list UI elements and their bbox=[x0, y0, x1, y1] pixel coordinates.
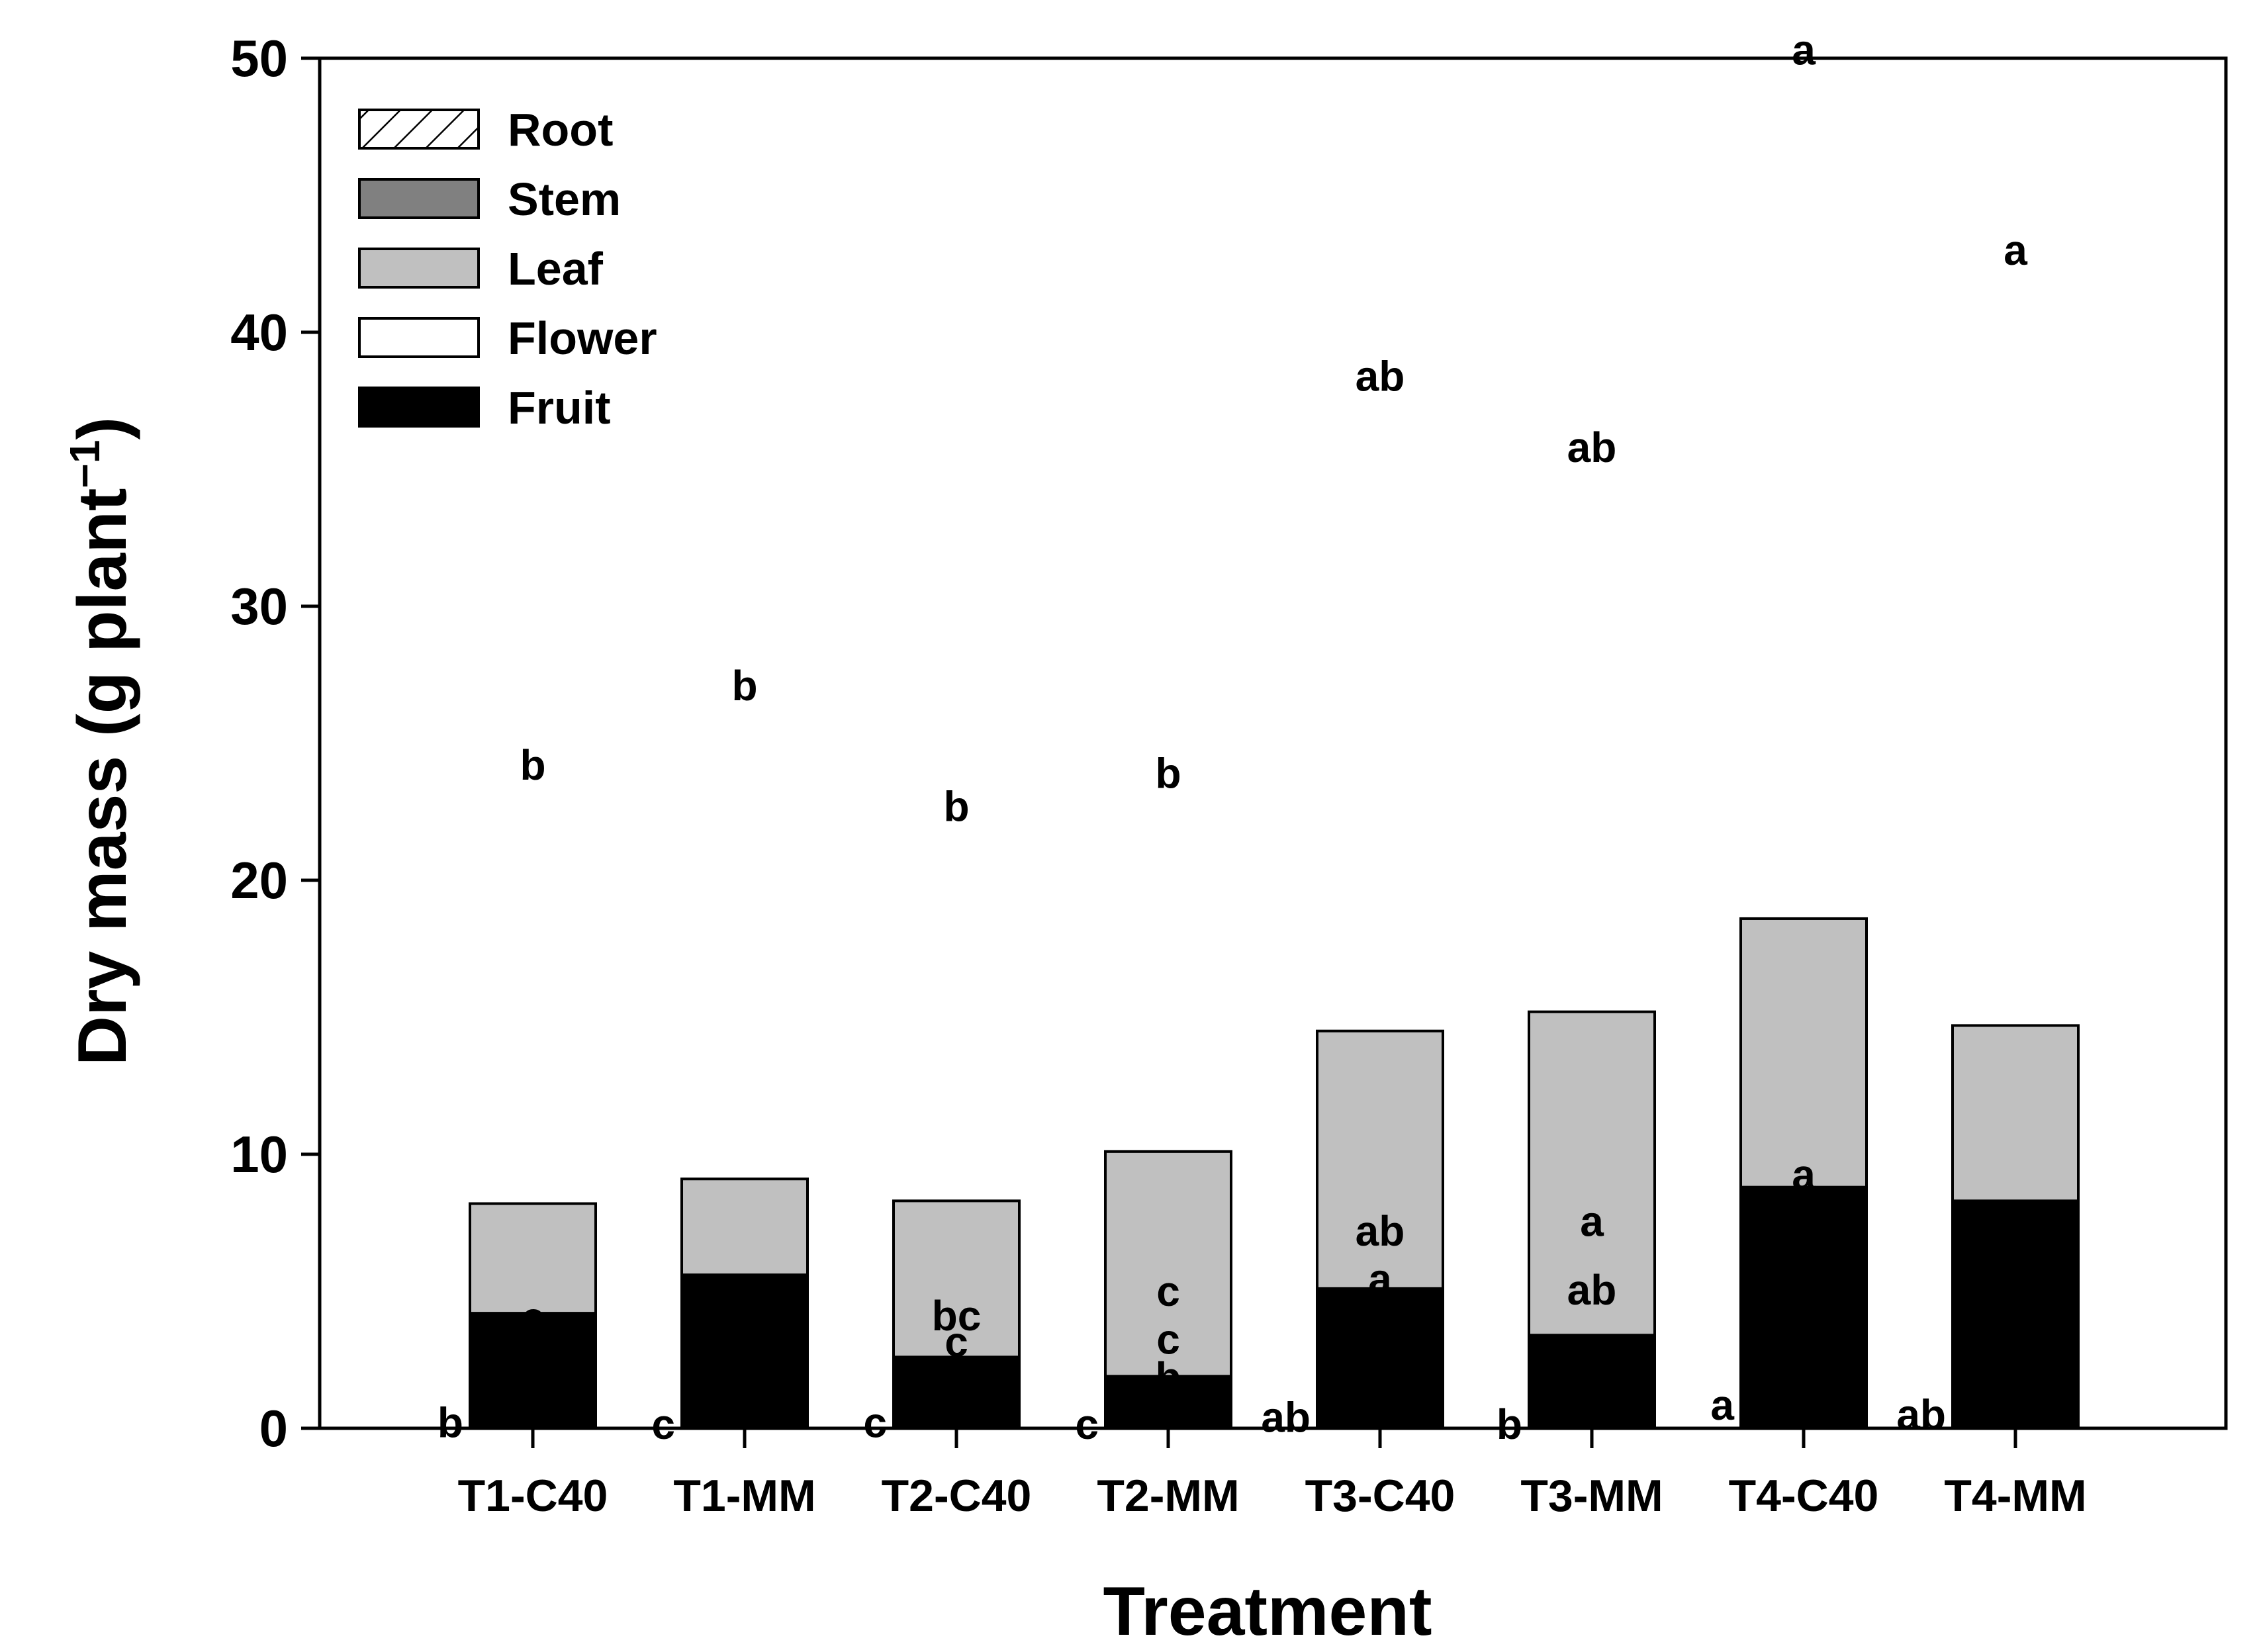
bar-segment-fruit bbox=[1316, 1287, 1444, 1430]
x-tick-label: T1-MM bbox=[673, 1471, 815, 1521]
significance-letter-flower: c bbox=[1075, 1400, 1099, 1448]
x-axis-title: Treatment bbox=[1103, 1573, 1432, 1650]
significance-letter-stem: a bbox=[1792, 1222, 1816, 1270]
significance-letter-fruit: ab bbox=[508, 1348, 558, 1396]
bar-segment-fruit bbox=[469, 1312, 597, 1430]
significance-letter-fruit: a bbox=[2004, 1292, 2027, 1340]
x-tick-label: T2-C40 bbox=[882, 1471, 1032, 1521]
legend-swatch-flower bbox=[358, 317, 480, 358]
significance-letter-fruit: c bbox=[1580, 1359, 1604, 1407]
significance-letter-leaf: ab bbox=[1356, 1207, 1405, 1255]
legend-swatch-leaf bbox=[358, 248, 480, 289]
y-axis-title: Dry mass (g plant−1) bbox=[61, 417, 141, 1066]
x-tick-label: T3-MM bbox=[1520, 1471, 1663, 1521]
significance-letter-flower: ab bbox=[1896, 1391, 1946, 1438]
significance-letter-fruit: ab bbox=[1356, 1336, 1405, 1383]
significance-letter-leaf: c bbox=[521, 1293, 545, 1341]
legend-label-leaf: Leaf bbox=[508, 243, 604, 295]
significance-letter-stem: a bbox=[2004, 1238, 2027, 1286]
significance-letter-total: ab bbox=[1567, 424, 1617, 471]
x-tick-label: T1-C40 bbox=[458, 1471, 608, 1521]
significance-letter-flower: b bbox=[438, 1399, 463, 1447]
significance-letter-flower: c bbox=[863, 1399, 887, 1447]
y-axis-title-close: ) bbox=[64, 417, 141, 440]
significance-letter-fruit: a bbox=[1792, 1285, 1816, 1333]
x-tick-label: T3-C40 bbox=[1305, 1471, 1455, 1521]
significance-letter-flower: c bbox=[651, 1400, 675, 1448]
bar-segment-fruit bbox=[1739, 1185, 1868, 1430]
significance-letter-total: b bbox=[1155, 750, 1181, 798]
significance-letter-fruit: ab bbox=[720, 1329, 770, 1377]
significance-letter-leaf: a bbox=[1580, 1197, 1604, 1245]
plot-frame bbox=[318, 56, 2228, 1430]
significance-letter-stem: bc bbox=[720, 1306, 770, 1354]
y-tick-label: 0 bbox=[259, 1399, 288, 1457]
significance-letter-leaf: a bbox=[2004, 1205, 2027, 1252]
significance-letter-root: b bbox=[731, 1354, 757, 1401]
significance-letter-fruit: c bbox=[945, 1370, 968, 1418]
y-axis: 0 10 20 30 40 50 bbox=[230, 29, 320, 1457]
significance-letter-stem: a bbox=[1368, 1255, 1392, 1303]
significance-letter-leaf: c bbox=[1156, 1267, 1180, 1315]
significance-letter-stem: c bbox=[1156, 1315, 1180, 1363]
significance-letter-stem: c bbox=[521, 1312, 545, 1360]
legend-label-flower: Flower bbox=[508, 312, 657, 364]
bar-segment-fruit bbox=[1951, 1199, 2080, 1430]
x-tick-label: T4-C40 bbox=[1729, 1471, 1879, 1521]
significance-letter-total: b bbox=[520, 741, 545, 789]
significance-letter-total: a bbox=[2004, 226, 2027, 274]
y-axis-title-superscript: −1 bbox=[61, 439, 109, 488]
significance-letter-leaf: a bbox=[1792, 1151, 1816, 1199]
bar-stacks bbox=[469, 917, 2080, 1430]
y-tick-label: 50 bbox=[230, 29, 288, 87]
significance-letter-root: ab bbox=[1356, 1354, 1405, 1401]
significance-letter-root: b bbox=[1155, 1354, 1181, 1401]
legend-swatch-stem bbox=[358, 178, 480, 219]
significance-letter-root: a bbox=[1792, 1354, 1816, 1401]
significance-letter-total: a bbox=[1792, 26, 1816, 74]
x-tick-label: T2-MM bbox=[1097, 1471, 1239, 1521]
significance-letter-leaf: bc bbox=[932, 1292, 982, 1340]
x-axis: T1-C40 T1-MM T2-C40 T2-MM T3-C40 T3-MM T4-C40 T… bbox=[458, 1428, 2087, 1521]
x-tick-label: T4-MM bbox=[1944, 1471, 2086, 1521]
y-axis-title-main: Dry mass (g plant bbox=[64, 488, 141, 1066]
significance-letter-flower: a bbox=[1710, 1381, 1734, 1429]
significance-letter-stem: c bbox=[945, 1318, 968, 1366]
bar-segment-fruit bbox=[1528, 1334, 1656, 1430]
bar-segment-fruit bbox=[892, 1355, 1021, 1430]
legend-label-stem: Stem bbox=[508, 173, 621, 225]
significance-letter-flower: ab bbox=[1261, 1393, 1311, 1441]
bar-segment-fruit bbox=[680, 1273, 809, 1430]
significance-letter-total: b bbox=[731, 662, 757, 710]
legend-swatch-fruit bbox=[358, 387, 480, 428]
significance-letter-total: ab bbox=[1356, 352, 1405, 400]
significance-letter-flower: b bbox=[1497, 1400, 1522, 1448]
significance-letter-fruit: c bbox=[1156, 1380, 1180, 1428]
significance-letter-leaf: c bbox=[733, 1281, 757, 1329]
significance-letter-root: b bbox=[943, 1354, 969, 1401]
legend-label-root: Root bbox=[508, 104, 613, 156]
y-tick-label: 30 bbox=[230, 577, 288, 635]
significance-letter-root: b bbox=[520, 1354, 545, 1401]
bar-segment-fruit bbox=[1104, 1375, 1232, 1430]
y-tick-label: 20 bbox=[230, 851, 288, 909]
significance-letter-stem: ab bbox=[1567, 1266, 1617, 1314]
y-tick-label: 40 bbox=[230, 303, 288, 361]
significance-letter-total: b bbox=[943, 782, 969, 830]
significance-letter-root: ab bbox=[1567, 1354, 1617, 1401]
legend: Root Stem Leaf Flower Fruit bbox=[358, 104, 657, 434]
legend-swatch-root bbox=[358, 109, 480, 150]
significance-letter-root: a bbox=[2004, 1354, 2027, 1401]
legend-label-fruit: Fruit bbox=[508, 382, 611, 434]
y-tick-label: 10 bbox=[230, 1125, 288, 1183]
